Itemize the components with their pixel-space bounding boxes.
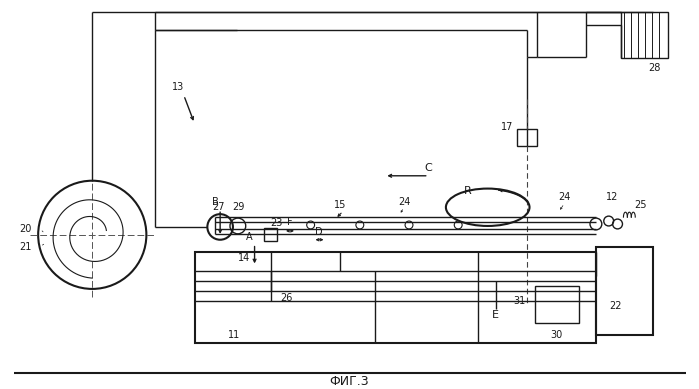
Text: 21: 21: [19, 242, 31, 252]
Text: 12: 12: [607, 193, 619, 202]
Text: 28: 28: [648, 63, 660, 73]
Text: 31: 31: [513, 296, 526, 306]
Bar: [596, 247, 653, 335]
Bar: [194, 252, 596, 343]
Text: R: R: [464, 186, 472, 196]
Bar: [621, 12, 668, 58]
Text: 24: 24: [559, 193, 570, 202]
Text: 11: 11: [228, 330, 240, 340]
Text: 14: 14: [238, 253, 250, 263]
Text: ФИГ.3: ФИГ.3: [329, 375, 369, 388]
Text: B: B: [212, 197, 219, 207]
Text: F: F: [287, 217, 293, 227]
Text: 27: 27: [212, 202, 224, 212]
Text: 30: 30: [550, 330, 563, 340]
Text: E: E: [492, 310, 499, 321]
Text: 13: 13: [172, 82, 184, 92]
Text: C: C: [425, 163, 433, 173]
Bar: [517, 129, 537, 146]
Bar: [264, 228, 278, 241]
Text: A: A: [246, 232, 253, 242]
Text: 25: 25: [634, 200, 647, 210]
Text: 20: 20: [19, 224, 31, 234]
Text: 29: 29: [233, 202, 245, 212]
Bar: [535, 286, 579, 323]
Text: 15: 15: [334, 200, 346, 210]
Text: 17: 17: [501, 122, 514, 131]
Text: D: D: [315, 227, 322, 237]
Text: 22: 22: [610, 301, 622, 311]
Text: 23: 23: [270, 218, 282, 228]
Text: 26: 26: [280, 293, 292, 303]
Text: 24: 24: [398, 197, 410, 207]
